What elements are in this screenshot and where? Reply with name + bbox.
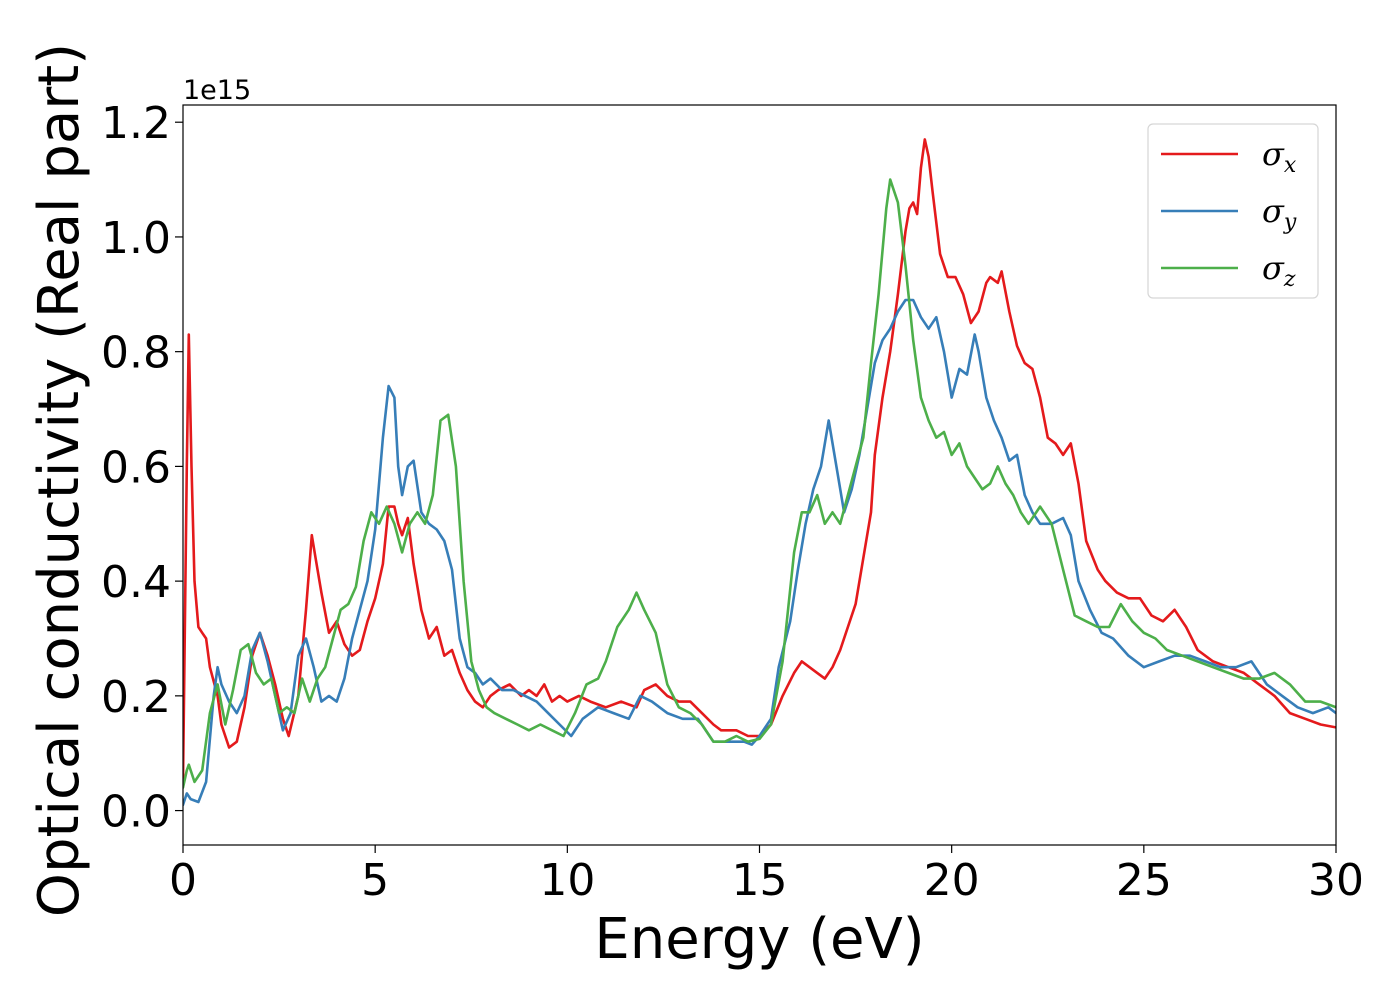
legend-symbol: σ	[1262, 135, 1285, 173]
legend-label-z: σz	[1262, 249, 1296, 292]
series-line-z	[183, 178, 1336, 789]
y-tick-label: 0.4	[101, 557, 171, 608]
y-tick-label: 0.8	[101, 328, 171, 379]
legend-label-x: σx	[1262, 135, 1297, 178]
y-tick-label: 0.2	[101, 672, 171, 723]
legend-subscript: z	[1283, 267, 1296, 292]
x-axis: 0 5 10 15 20 25 30	[169, 845, 1364, 906]
x-tick-label: 0	[169, 855, 197, 906]
legend-symbol: σ	[1262, 192, 1285, 230]
x-axis-title: Energy (eV)	[594, 907, 924, 972]
y-axis-title: Optical conductivity (Real part)	[27, 43, 92, 917]
x-tick-label: 20	[924, 855, 980, 906]
x-tick-label: 10	[539, 855, 595, 906]
legend-subscript: x	[1284, 153, 1297, 178]
y-offset-label: 1e15	[183, 75, 251, 106]
series-layer	[183, 138, 1336, 807]
y-tick-label: 0.0	[101, 787, 171, 838]
legend-symbol: σ	[1262, 249, 1285, 287]
x-tick-label: 15	[732, 855, 788, 906]
legend-label-y: σy	[1262, 192, 1297, 235]
x-tick-label: 30	[1308, 855, 1364, 906]
series-line-x	[183, 138, 1336, 784]
x-tick-label: 25	[1116, 855, 1172, 906]
x-tick-label: 5	[361, 855, 389, 906]
y-axis: 0.0 0.2 0.4 0.6 0.8 1.0 1.2	[101, 98, 183, 838]
y-tick-label: 0.6	[101, 442, 171, 493]
y-tick-label: 1.2	[101, 98, 171, 149]
legend-subscript: y	[1283, 210, 1297, 235]
y-tick-label: 1.0	[101, 213, 171, 264]
